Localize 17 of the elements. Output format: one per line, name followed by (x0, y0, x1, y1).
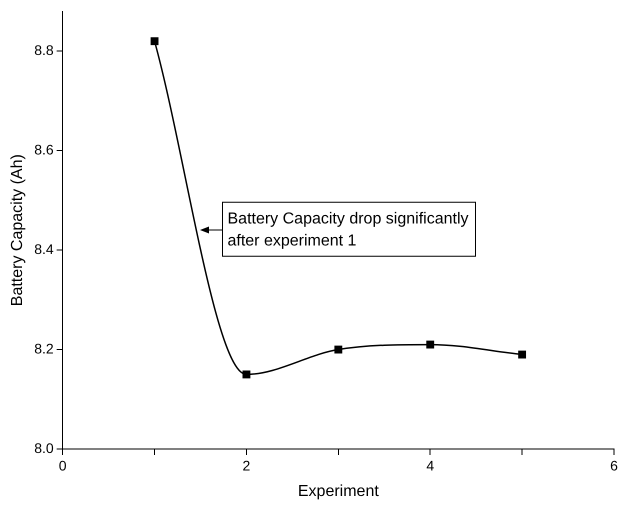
x-tick-label: 2 (242, 457, 251, 474)
y-axis-title: Battery Capacity (Ah) (9, 154, 26, 306)
x-axis-title: Experiment (298, 482, 380, 500)
point (150, 37, 158, 46)
x-tick-label: 0 (58, 457, 67, 474)
y-tick-label: 8.2 (34, 340, 54, 356)
y-tick-label: 8.4 (34, 240, 54, 257)
point (426, 340, 434, 349)
y-tick-label: 8.0 (34, 440, 54, 456)
point (334, 346, 342, 354)
x-tick-label: 6 (610, 457, 618, 474)
point (242, 370, 250, 378)
x-tick-label: 4 (426, 457, 434, 474)
annotation: Battery Capacity drop significantly after experiment 1 (227, 210, 468, 250)
y-tick-label: 8.8 (34, 42, 54, 58)
point (518, 350, 526, 358)
y-tick-label: 8.6 (34, 141, 54, 158)
